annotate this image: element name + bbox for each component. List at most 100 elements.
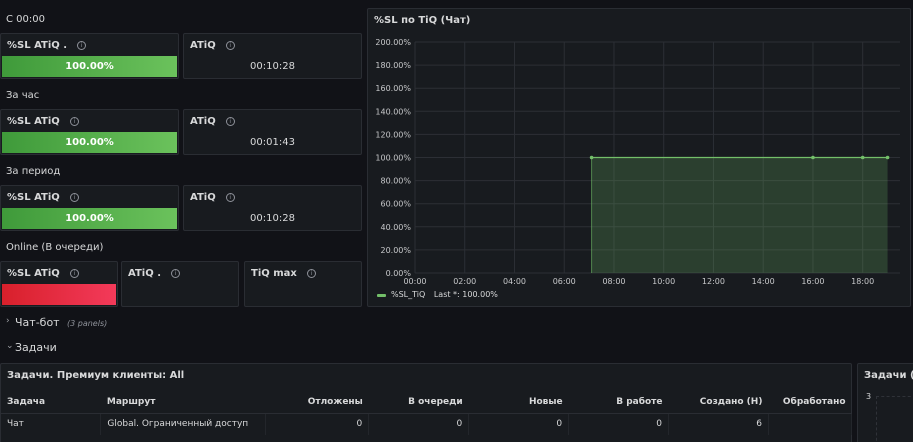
table-cell: 0 <box>368 413 470 435</box>
tasks-chat-side-panel[interactable]: Задачи (Ча 3 <box>857 363 913 442</box>
series-area <box>591 157 888 273</box>
column-header[interactable]: Новые <box>468 391 569 414</box>
tiq-max-panel-online[interactable]: TiQ max i <box>244 261 362 307</box>
table-cell <box>768 413 853 435</box>
x-tick-label: 12:00 <box>702 277 725 286</box>
side-axis-tick: 3 <box>866 392 872 401</box>
column-header[interactable]: В очереди <box>368 391 469 414</box>
panel-title: ATiQ i <box>190 192 235 203</box>
sl-atiq-panel-per-hour[interactable]: %SL ATiQ i 100.00% <box>0 109 179 155</box>
data-point <box>885 155 890 160</box>
info-icon[interactable]: i <box>171 269 180 278</box>
x-tick-label: 08:00 <box>602 277 625 286</box>
chevron-down-icon: ⌄ <box>6 341 14 351</box>
row-tasks[interactable]: ⌄ Задачи <box>0 338 913 358</box>
table-row[interactable]: Чат Global. Ограниченный доступ 0 0 0 0 … <box>1 413 853 435</box>
sl-value-bar <box>2 284 116 305</box>
table-cell: 6 <box>668 413 769 435</box>
x-tick-label: 02:00 <box>453 277 476 286</box>
row-chat-bot[interactable]: › Чат-бот (3 panels) <box>0 313 913 333</box>
data-point <box>860 155 865 160</box>
info-icon[interactable]: i <box>225 41 235 50</box>
y-tick-label: 20.00% <box>380 246 411 255</box>
x-tick-label: 06:00 <box>553 277 576 286</box>
legend-series-name: %SL_TiQ <box>391 290 426 299</box>
y-tick-label: 120.00% <box>375 130 411 139</box>
section-label-per-period: За период <box>6 166 61 177</box>
y-tick-label: 180.00% <box>375 61 411 70</box>
info-icon[interactable]: i <box>306 269 316 278</box>
table-title: Задачи. Премиум клиенты: All <box>7 370 185 381</box>
table-cell: 0 <box>568 413 669 435</box>
y-tick-label: 100.00% <box>375 154 411 163</box>
side-grid-line <box>876 396 877 442</box>
chart-legend[interactable]: %SL_TiQ Last *: 100.00% <box>377 290 498 299</box>
atiq-value: 00:10:28 <box>250 213 295 224</box>
x-tick-label: 04:00 <box>503 277 526 286</box>
x-tick-label: 10:00 <box>652 277 675 286</box>
x-tick-label: 14:00 <box>752 277 775 286</box>
table-cell: 0 <box>265 413 370 435</box>
table-header-row: Задача Маршрут Отложены В очереди Новые … <box>1 391 852 414</box>
panel-title: %SL ATiQ i <box>7 116 79 127</box>
y-tick-label: 80.00% <box>380 177 411 186</box>
side-grid-line <box>876 396 913 397</box>
column-header[interactable]: Отложены <box>265 391 369 414</box>
legend-last-value: Last *: 100.00% <box>433 290 498 299</box>
sl-atiq-panel-per-period[interactable]: %SL ATiQ i 100.00% <box>0 185 179 231</box>
info-icon[interactable]: i <box>225 117 235 126</box>
section-label-per-hour: За час <box>6 90 40 101</box>
info-icon[interactable]: i <box>69 269 79 278</box>
row-panel-count: (3 panels) <box>67 319 108 328</box>
chart-title: %SL по TiQ (Чат) <box>374 15 471 26</box>
panel-title: %SL ATiQ i <box>7 192 79 203</box>
atiq-value: 00:01:43 <box>250 137 295 148</box>
info-icon[interactable]: i <box>225 193 235 202</box>
info-icon[interactable]: i <box>77 41 87 50</box>
table-cell: 0 <box>468 413 570 435</box>
tasks-table-panel[interactable]: Задачи. Премиум клиенты: All Задача Марш… <box>0 363 853 442</box>
y-tick-label: 140.00% <box>375 107 411 116</box>
section-label-since-midnight: С 00:00 <box>6 14 45 25</box>
row-title: Чат-бот <box>15 316 60 329</box>
atiq-panel-per-period[interactable]: ATiQ i 00:10:28 <box>183 185 362 231</box>
y-tick-label: 160.00% <box>375 84 411 93</box>
x-tick-label: 16:00 <box>801 277 824 286</box>
sl-atiq-panel-online[interactable]: %SL ATiQ i <box>0 261 118 307</box>
atiq-panel-online[interactable]: ATiQ .i <box>121 261 239 307</box>
data-point <box>589 155 594 160</box>
table-cell: Global. Ограниченный доступ <box>100 413 267 435</box>
panel-title: ATiQ i <box>190 116 235 127</box>
section-label-online: Online (В очереди) <box>6 242 104 253</box>
x-tick-label: 00:00 <box>403 277 426 286</box>
sl-value-bar: 100.00% <box>2 132 177 153</box>
sl-tiq-chart-panel[interactable]: %SL по TiQ (Чат) 0.00% 20.00% 40.00% 60.00%… <box>367 8 911 307</box>
panel-title: ATiQ i <box>190 40 235 51</box>
y-tick-label: 60.00% <box>380 200 411 209</box>
chevron-right-icon: › <box>6 316 10 326</box>
atiq-panel-per-hour[interactable]: ATiQ i 00:01:43 <box>183 109 362 155</box>
table-cell: Чат <box>1 413 102 435</box>
y-tick-label: 40.00% <box>380 223 411 232</box>
x-tick-label: 18:00 <box>851 277 874 286</box>
info-icon[interactable]: i <box>69 193 79 202</box>
panel-title: TiQ max i <box>251 268 316 279</box>
legend-color-swatch <box>377 294 386 297</box>
panel-title: %SL ATiQ i <box>7 268 79 279</box>
data-point <box>811 155 815 160</box>
sl-value-bar: 100.00% <box>2 208 177 229</box>
sl-value-bar: 100.00% <box>2 56 177 77</box>
column-header[interactable]: Задача <box>1 391 101 414</box>
column-header[interactable]: Обработано <box>768 391 852 414</box>
column-header[interactable]: Маршрут <box>100 391 266 414</box>
sl-atiq-panel-since-midnight[interactable]: %SL ATiQ .i 100.00% <box>0 33 179 79</box>
column-header[interactable]: В работе <box>568 391 669 414</box>
info-icon[interactable]: i <box>69 117 79 126</box>
tasks-table: Задача Маршрут Отложены В очереди Новые … <box>1 391 853 435</box>
side-panel-title: Задачи (Ча <box>864 370 913 381</box>
y-tick-label: 200.00% <box>375 38 411 47</box>
panel-title: %SL ATiQ .i <box>7 40 87 51</box>
column-header[interactable]: Создано (Н) <box>668 391 769 414</box>
atiq-panel-since-midnight[interactable]: ATiQ i 00:10:28 <box>183 33 362 79</box>
y-tick-label: 0.00% <box>386 269 412 278</box>
